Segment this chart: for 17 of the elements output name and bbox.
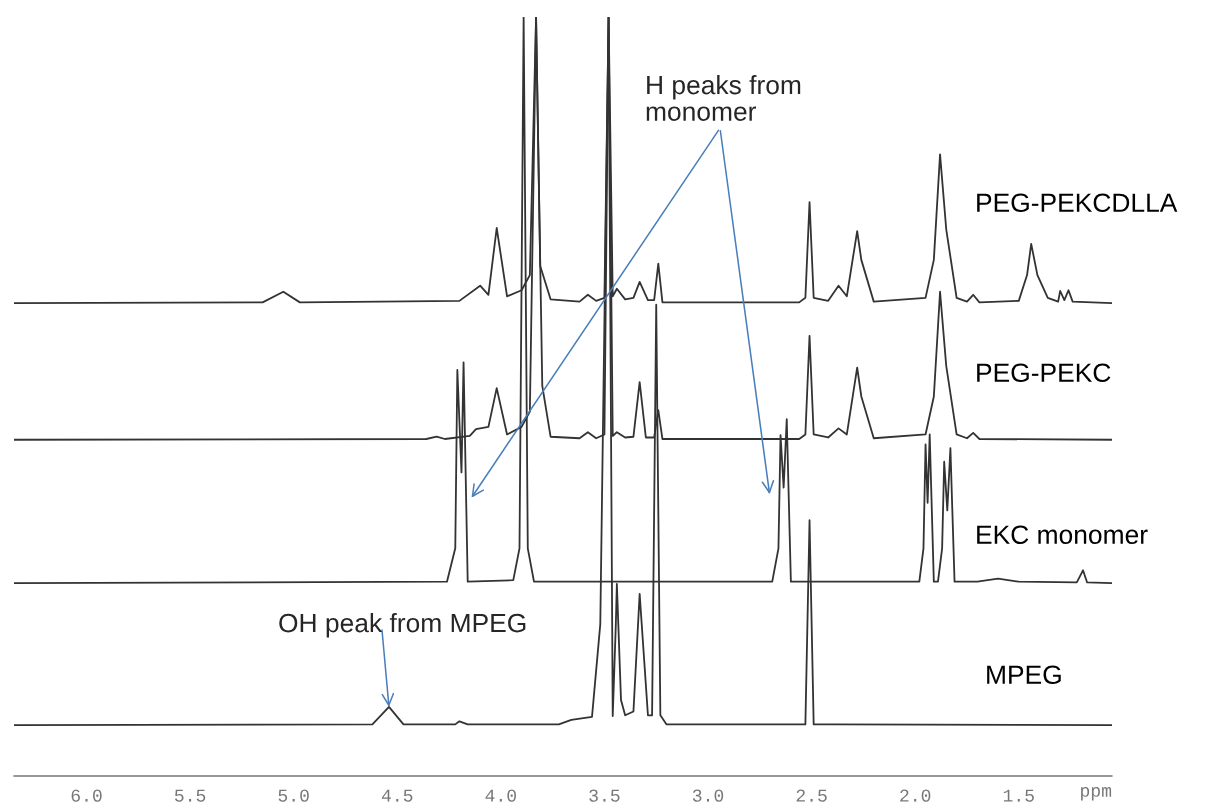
x-tick-label: 1.5: [1003, 789, 1034, 802]
series-label: EKC monomer: [977, 525, 1148, 545]
series-label: MPEG: [987, 665, 1061, 685]
series-label: PEG-PEKCDLLA: [977, 193, 1178, 213]
x-tick-label: 6.0: [71, 789, 102, 802]
x-tick-label: 3.0: [692, 789, 724, 802]
x-tick-label: 2.0: [900, 789, 931, 802]
x-axis-title: ppm: [1081, 786, 1112, 801]
x-tick-label: 5.0: [278, 789, 309, 802]
x-tick-label: 4.0: [485, 789, 516, 802]
annotation: OH peak from MPEG: [279, 613, 526, 638]
annotation: H peaks from monomer: [646, 75, 801, 121]
x-tick-label: 5.5: [174, 789, 206, 802]
x-tick-label: 2.5: [796, 789, 827, 802]
x-tick-label: 4.5: [381, 789, 413, 802]
series-label: PEG-PEKC: [977, 363, 1111, 383]
x-tick-label: 3.5: [589, 789, 620, 802]
